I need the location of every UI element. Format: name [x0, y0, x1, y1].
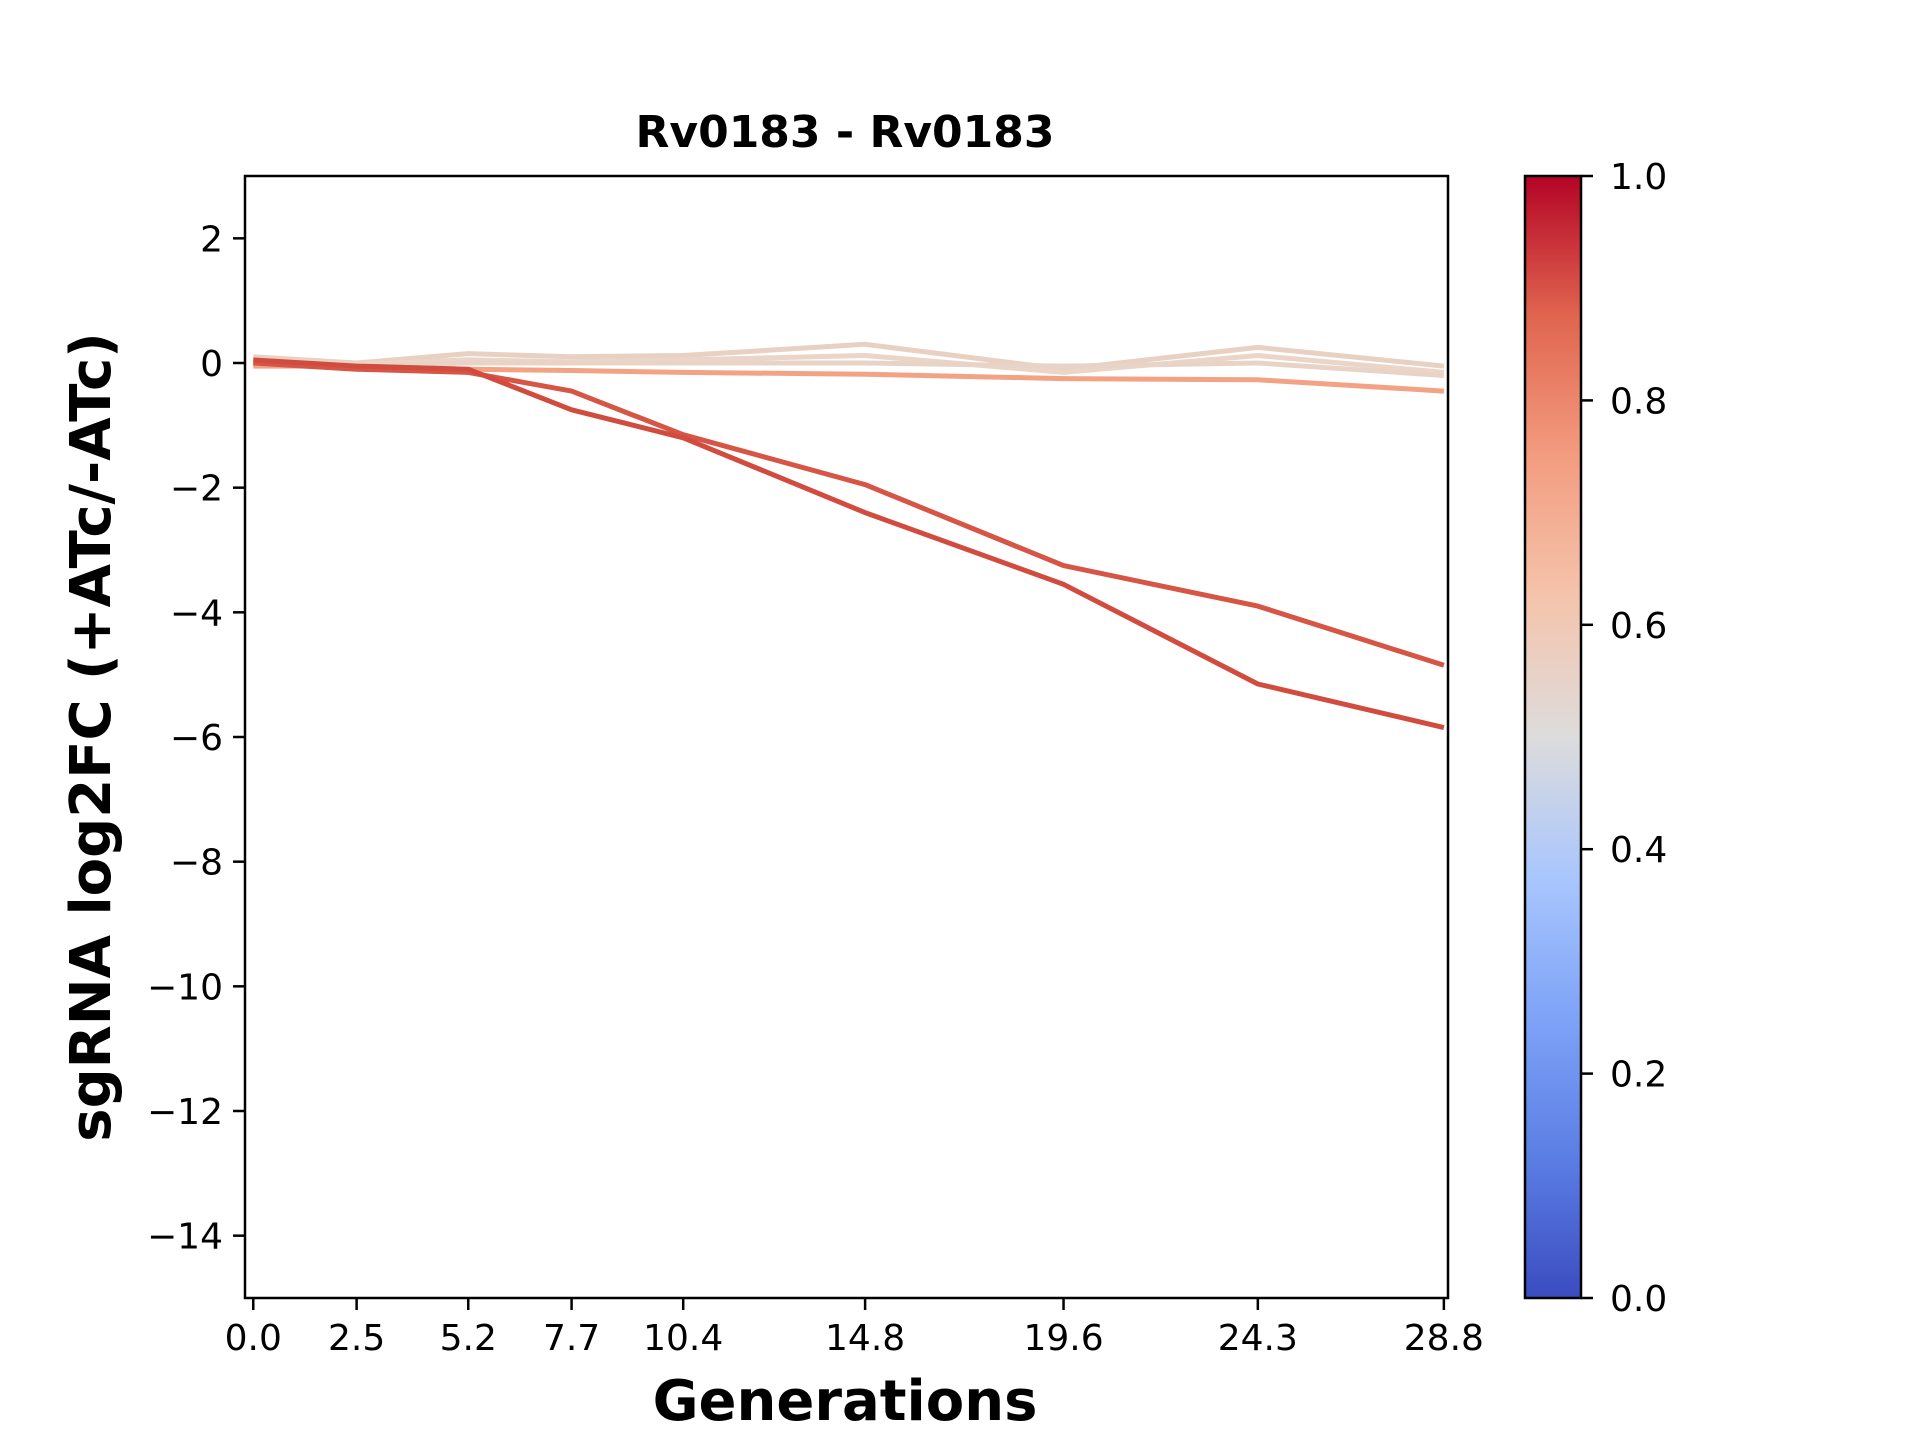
y-axis-ticks: 2 0 −2 −4 −6 −8 −10 −12 −14 — [147, 219, 245, 1258]
series-line-5 — [253, 360, 1445, 668]
series-group — [253, 341, 1445, 731]
y-tick-label: −6 — [170, 718, 223, 759]
series-line-6 — [253, 357, 1445, 731]
x-tick-label: 5.2 — [440, 1318, 497, 1359]
colorbar-tick-label: 1.0 — [1610, 157, 1667, 198]
colorbar-tick-label: 0.8 — [1610, 381, 1667, 422]
colorbar-gradient — [1523, 174, 1583, 1300]
plot-area: 0.0 2.5 5.2 7.7 10.4 14.8 19.6 24.3 28.8 2 0 −2 −4 −… — [147, 174, 1484, 1359]
x-tick-label: 0.0 — [225, 1318, 282, 1359]
x-axis-title: Generations — [653, 1369, 1038, 1434]
y-tick-label: −2 — [170, 469, 223, 510]
y-tick-label: −14 — [147, 1217, 223, 1258]
y-tick-label: −10 — [147, 967, 223, 1008]
y-tick-label: 0 — [200, 344, 223, 385]
colorbar: 0.0 0.2 0.4 0.6 0.8 1.0 — [1523, 157, 1667, 1320]
colorbar-tick-label: 0.2 — [1610, 1055, 1667, 1096]
x-tick-label: 24.3 — [1218, 1318, 1298, 1359]
y-tick-label: −4 — [170, 593, 223, 634]
y-axis-title: sgRNA log2FC (+ATc/-ATc) — [59, 332, 124, 1142]
x-tick-label: 28.8 — [1404, 1318, 1484, 1359]
x-tick-label: 7.7 — [543, 1318, 600, 1359]
x-tick-label: 14.8 — [825, 1318, 905, 1359]
x-tick-label: 2.5 — [328, 1318, 385, 1359]
x-axis-ticks: 0.0 2.5 5.2 7.7 10.4 14.8 19.6 24.3 28.8 — [225, 1298, 1484, 1359]
colorbar-tick-label: 0.6 — [1610, 606, 1667, 647]
y-tick-label: −12 — [147, 1092, 223, 1133]
chart-title: Rv0183 - Rv0183 — [636, 107, 1055, 158]
colorbar-tick-label: 0.0 — [1610, 1279, 1667, 1320]
y-tick-label: 2 — [200, 219, 223, 260]
y-tick-label: −8 — [170, 843, 223, 884]
colorbar-ticks: 0.0 0.2 0.4 0.6 0.8 1.0 — [1581, 157, 1667, 1320]
x-tick-label: 10.4 — [643, 1318, 723, 1359]
colorbar-tick-label: 0.4 — [1610, 830, 1667, 871]
x-tick-label: 19.6 — [1023, 1318, 1103, 1359]
series-line-1 — [253, 341, 1445, 372]
